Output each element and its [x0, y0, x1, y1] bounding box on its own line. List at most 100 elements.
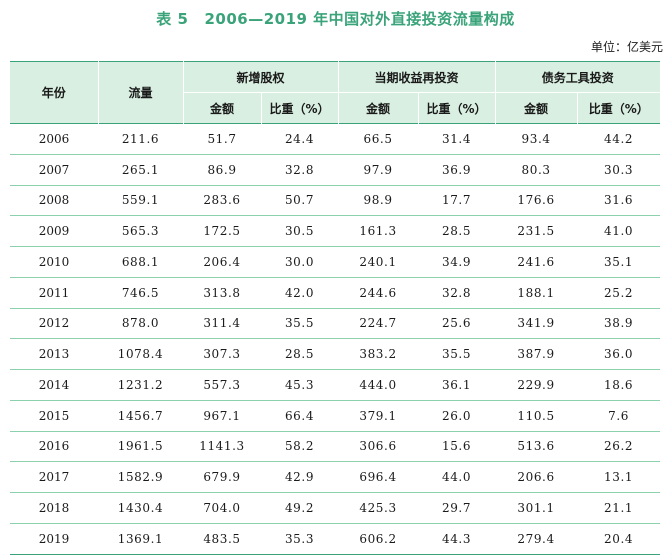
- cell-reinvestment-amount: 425.3: [338, 492, 419, 524]
- table-row: 2009 565.3 172.5 30.5 161.3 28.5 231.5 41.0: [10, 215, 661, 247]
- table-row: 2010 688.1 206.4 30.0 240.1 34.9 241.6 35.1: [10, 246, 661, 278]
- cell-year: 2011: [10, 277, 98, 309]
- cell-debt-amount: 513.6: [495, 431, 578, 463]
- cell-debt-ratio: 7.6: [577, 400, 661, 432]
- table-row: 2019 1369.1 483.5 35.3 606.2 44.3 279.4 20.4: [10, 523, 661, 555]
- table-title-text: 2006—2019 年中国对外直接投资流量构成: [204, 10, 515, 28]
- cell-equity-ratio: 66.4: [261, 400, 339, 432]
- cell-reinvestment-amount: 161.3: [338, 215, 419, 247]
- header-flow: 流量: [98, 61, 184, 124]
- cell-flow: 559.1: [98, 185, 183, 217]
- cell-flow: 746.5: [98, 277, 183, 309]
- cell-equity-ratio: 24.4: [261, 123, 339, 155]
- cell-flow: 1456.7: [98, 400, 183, 432]
- table-row: 2013 1078.4 307.3 28.5 383.2 35.5 387.9 36.0: [10, 338, 661, 370]
- cell-debt-amount: 93.4: [495, 123, 578, 155]
- header-equity-amount: 金额: [182, 92, 261, 124]
- cell-year: 2009: [10, 215, 98, 247]
- cell-reinvestment-amount: 240.1: [338, 246, 419, 278]
- cell-reinvestment-ratio: 35.5: [418, 338, 496, 370]
- cell-reinvestment-amount: 97.9: [338, 154, 419, 186]
- cell-equity-ratio: 50.7: [261, 185, 339, 217]
- cell-debt-amount: 188.1: [495, 277, 578, 309]
- cell-year: 2007: [10, 154, 98, 186]
- cell-reinvestment-ratio: 32.8: [418, 277, 496, 309]
- cell-equity-amount: 86.9: [183, 154, 261, 186]
- cell-reinvestment-amount: 306.6: [338, 431, 419, 463]
- cell-equity-ratio: 35.5: [261, 308, 339, 340]
- table-row: 2016 1961.5 1141.3 58.2 306.6 15.6 513.6 26.2: [10, 431, 661, 463]
- cell-reinvestment-ratio: 36.9: [418, 154, 496, 186]
- cell-debt-amount: 279.4: [495, 523, 578, 555]
- cell-flow: 1369.1: [98, 523, 183, 555]
- cell-flow: 1078.4: [98, 338, 183, 370]
- cell-flow: 878.0: [98, 308, 183, 340]
- cell-reinvestment-amount: 224.7: [338, 308, 419, 340]
- cell-year: 2016: [10, 431, 98, 463]
- cell-equity-amount: 1141.3: [183, 431, 261, 463]
- cell-debt-ratio: 20.4: [577, 523, 661, 555]
- cell-year: 2015: [10, 400, 98, 432]
- table-number: 表 5: [156, 10, 189, 28]
- cell-flow: 688.1: [98, 246, 183, 278]
- cell-debt-ratio: 36.0: [577, 338, 661, 370]
- cell-year: 2012: [10, 308, 98, 340]
- cell-debt-amount: 229.9: [495, 369, 578, 401]
- cell-debt-amount: 80.3: [495, 154, 578, 186]
- cell-equity-amount: 206.4: [183, 246, 261, 278]
- cell-debt-amount: 206.6: [495, 461, 578, 493]
- cell-equity-amount: 172.5: [183, 215, 261, 247]
- cell-year: 2014: [10, 369, 98, 401]
- cell-reinvestment-amount: 383.2: [338, 338, 419, 370]
- cell-equity-amount: 557.3: [183, 369, 261, 401]
- cell-debt-ratio: 31.6: [577, 185, 661, 217]
- cell-flow: 565.3: [98, 215, 183, 247]
- cell-equity-amount: 313.8: [183, 277, 261, 309]
- cell-equity-amount: 967.1: [183, 400, 261, 432]
- cell-debt-ratio: 21.1: [577, 492, 661, 524]
- cell-reinvestment-ratio: 44.0: [418, 461, 496, 493]
- header-group-equity: 新增股权: [182, 61, 339, 93]
- cell-flow: 1582.9: [98, 461, 183, 493]
- cell-equity-ratio: 28.5: [261, 338, 339, 370]
- cell-equity-ratio: 45.3: [261, 369, 339, 401]
- header-reinvestment-ratio: 比重（%）: [417, 92, 496, 124]
- cell-reinvestment-amount: 444.0: [338, 369, 419, 401]
- cell-debt-amount: 231.5: [495, 215, 578, 247]
- cell-debt-ratio: 41.0: [577, 215, 661, 247]
- cell-year: 2017: [10, 461, 98, 493]
- cell-debt-ratio: 13.1: [577, 461, 661, 493]
- header-year: 年份: [10, 61, 99, 124]
- table-row: 2014 1231.2 557.3 45.3 444.0 36.1 229.9 18.6: [10, 369, 661, 401]
- cell-flow: 1430.4: [98, 492, 183, 524]
- cell-equity-ratio: 30.5: [261, 215, 339, 247]
- cell-year: 2013: [10, 338, 98, 370]
- table-row: 2012 878.0 311.4 35.5 224.7 25.6 341.9 38.9: [10, 308, 661, 340]
- cell-reinvestment-ratio: 36.1: [418, 369, 496, 401]
- cell-debt-ratio: 25.2: [577, 277, 661, 309]
- cell-equity-ratio: 42.0: [261, 277, 339, 309]
- cell-debt-amount: 387.9: [495, 338, 578, 370]
- cell-equity-ratio: 32.8: [261, 154, 339, 186]
- cell-debt-ratio: 44.2: [577, 123, 661, 155]
- cell-debt-amount: 110.5: [495, 400, 578, 432]
- cell-equity-ratio: 49.2: [261, 492, 339, 524]
- header-group-debt: 债务工具投资: [494, 61, 661, 93]
- cell-reinvestment-amount: 696.4: [338, 461, 419, 493]
- cell-equity-amount: 311.4: [183, 308, 261, 340]
- table-body: 2006 211.6 51.7 24.4 66.5 31.4 93.4 44.2 2007 26…: [10, 123, 661, 555]
- cell-year: 2010: [10, 246, 98, 278]
- cell-year: 2006: [10, 123, 98, 155]
- cell-reinvestment-ratio: 26.0: [418, 400, 496, 432]
- cell-flow: 1231.2: [98, 369, 183, 401]
- cell-equity-amount: 483.5: [183, 523, 261, 555]
- cell-equity-ratio: 42.9: [261, 461, 339, 493]
- unit-label: 单位：亿美元: [590, 40, 663, 54]
- table-row: 2011 746.5 313.8 42.0 244.6 32.8 188.1 25.2: [10, 277, 661, 309]
- cell-equity-ratio: 35.3: [261, 523, 339, 555]
- cell-reinvestment-ratio: 17.7: [418, 185, 496, 217]
- cell-flow: 1961.5: [98, 431, 183, 463]
- cell-equity-amount: 283.6: [183, 185, 261, 217]
- cell-debt-ratio: 38.9: [577, 308, 661, 340]
- cell-debt-amount: 341.9: [495, 308, 578, 340]
